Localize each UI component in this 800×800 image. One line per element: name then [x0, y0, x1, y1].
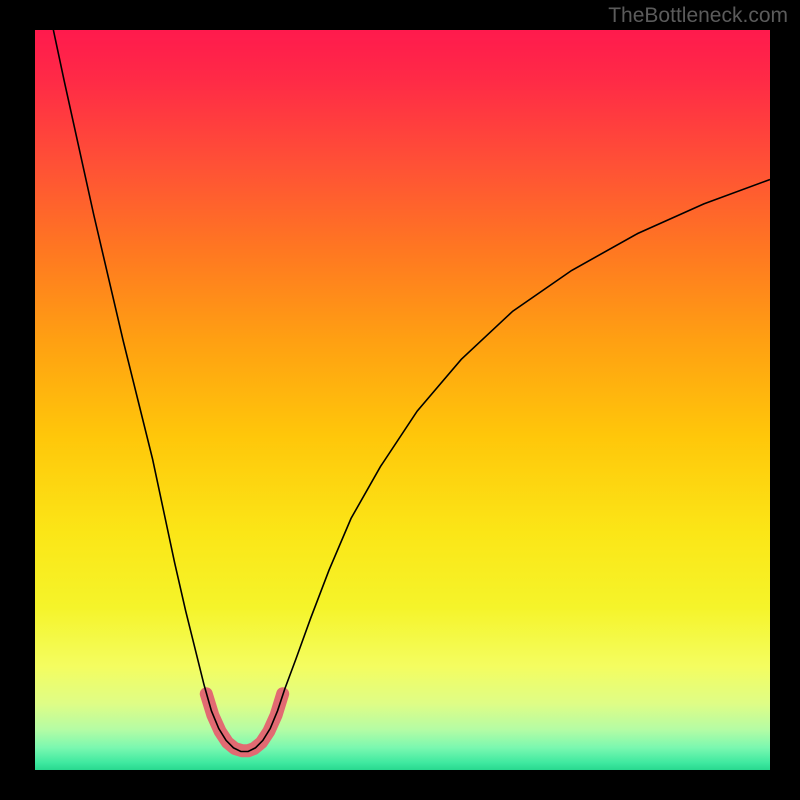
watermark-text: TheBottleneck.com	[608, 4, 788, 28]
chart-container: TheBottleneck.com	[0, 0, 800, 800]
plot-area	[35, 30, 770, 770]
bottleneck-main-curve	[53, 30, 770, 752]
bottleneck-marker-curve	[206, 694, 282, 751]
curve-layer	[35, 30, 770, 770]
